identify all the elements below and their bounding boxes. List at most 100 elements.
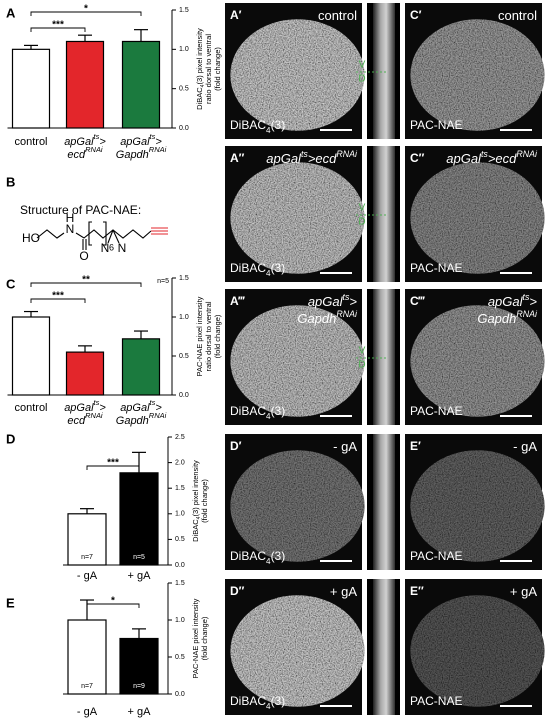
significance-bracket xyxy=(30,298,86,303)
stain-label: DiBAC4(3) xyxy=(230,118,285,134)
y-axis-label: PAC-NAE pixel intensity xyxy=(195,296,204,376)
x-tick-label: apGalts> xyxy=(120,132,162,147)
bond xyxy=(107,229,114,244)
panel-letter: A xyxy=(6,5,16,20)
stain-label: PAC-NAE xyxy=(410,118,462,132)
image-panel: C′ control PAC-NAE xyxy=(405,3,545,139)
text-run: (3) xyxy=(271,404,286,418)
text-run: (3) pixel intensity xyxy=(191,460,200,517)
x-tick-label: ecdRNAi xyxy=(67,145,103,160)
y-tick-label: 0.0 xyxy=(175,562,185,569)
text-run: Gapdh xyxy=(116,415,149,427)
stain-label: PAC-NAE xyxy=(410,694,462,708)
y-tick-label: 1.0 xyxy=(175,617,185,624)
text-run: RNAi xyxy=(516,309,538,319)
text-run: ts xyxy=(150,398,156,407)
text-run: ecd xyxy=(67,149,86,161)
text-run: apGal xyxy=(308,294,344,309)
tissue xyxy=(410,162,545,274)
tissue xyxy=(410,450,545,562)
tissue xyxy=(230,19,365,131)
bar xyxy=(11,316,51,396)
bracket xyxy=(88,221,92,246)
y-axis-label: (fold change) xyxy=(200,616,209,660)
text-run: Gapdh xyxy=(477,311,516,326)
bar xyxy=(65,351,105,396)
x-tick-label: ecdRNAi xyxy=(67,411,103,426)
stain-label: DiBAC4(3) xyxy=(230,404,285,420)
strip-tissue xyxy=(373,146,395,282)
text-run: > xyxy=(349,294,357,309)
strip-tissue xyxy=(373,579,395,715)
y-tick-label: 1.5 xyxy=(179,7,189,14)
strip-tissue xyxy=(373,434,395,570)
y-axis-label: DiBAC4(3) pixel intensity xyxy=(191,460,202,542)
marker-label: D xyxy=(358,217,365,228)
x-tick-label: apGalts> xyxy=(64,398,106,413)
text-run: - gA xyxy=(77,706,98,718)
text-run: ratio dorsal to ventral xyxy=(204,301,213,371)
tissue xyxy=(410,305,545,417)
y-axis-label: (fold change) xyxy=(200,479,209,523)
text-run: DiBAC xyxy=(230,694,266,708)
bar-label: n=7 xyxy=(81,554,93,561)
marker-label: V xyxy=(359,346,366,357)
bar xyxy=(67,513,107,566)
significance-bracket xyxy=(86,465,140,470)
text-run: > xyxy=(155,402,162,414)
stain-label: PAC-NAE xyxy=(410,549,462,563)
image-label: GapdhRNAi xyxy=(297,309,358,326)
x-tick-label: - gA xyxy=(77,706,98,718)
panel-letter: E″ xyxy=(410,584,424,598)
text-run: (fold change) xyxy=(213,47,222,91)
bond xyxy=(36,229,65,239)
text-run: PAC-NAE xyxy=(410,261,462,275)
image-label: control xyxy=(498,8,537,23)
y-tick-label: 1.0 xyxy=(175,511,185,518)
text-run: + gA xyxy=(128,570,152,582)
image-panel: D′ - gA DiBAC4(3) xyxy=(225,434,365,570)
strip-tissue xyxy=(373,3,395,139)
bar xyxy=(65,40,105,129)
y-axis-label: DiBAC4(3) pixel intensity xyxy=(195,28,206,110)
x-tick-label: - gA xyxy=(77,570,98,582)
structure: B Structure of PAC-NAE: HO H N O 6 N N xyxy=(6,174,168,263)
stain-label: DiBAC4(3) xyxy=(230,694,285,710)
tissue xyxy=(230,162,365,274)
text-run: PAC-NAE pixel intensity xyxy=(195,296,204,376)
panel-letter: E′ xyxy=(410,439,421,453)
text-run: DiBAC xyxy=(191,519,200,542)
panel-letter: C″ xyxy=(410,151,425,165)
panel-letter: D′ xyxy=(230,439,242,453)
panel-letter: A‴ xyxy=(230,294,246,308)
image-label: apGalts> xyxy=(308,292,358,309)
image-label: apGalts> xyxy=(488,292,538,309)
text-run: (3) xyxy=(271,261,286,275)
image-label: apGalts>ecdRNAi xyxy=(446,149,538,166)
text-run: 4 xyxy=(200,84,206,87)
marker-label: V xyxy=(359,60,366,71)
tissue xyxy=(410,595,545,707)
text-run: RNAi xyxy=(85,145,103,154)
text-run: control xyxy=(14,136,47,148)
text-run: 4 xyxy=(266,269,271,278)
text-run: (3) xyxy=(271,549,286,563)
text-run: RNAi xyxy=(85,411,103,420)
text-run: apGal xyxy=(446,151,482,166)
significance-bracket xyxy=(86,603,140,608)
y-axis-label: PAC-NAE pixel intensity xyxy=(191,598,200,678)
text-run: + gA xyxy=(510,584,537,599)
text-run: ts xyxy=(523,292,530,302)
text-run: (fold change) xyxy=(200,479,209,523)
y-tick-label: 0.5 xyxy=(175,654,185,661)
y-axis-label: (fold change) xyxy=(213,314,222,358)
text-run: apGal xyxy=(266,151,302,166)
text-run: apGal xyxy=(64,136,94,148)
panel-letter: D″ xyxy=(230,584,245,598)
y-tick-label: 1.0 xyxy=(179,46,189,53)
bond xyxy=(112,229,120,244)
text-run: PAC-NAE xyxy=(410,694,462,708)
text-run: control xyxy=(318,8,357,23)
panel-letter: B xyxy=(6,174,15,189)
